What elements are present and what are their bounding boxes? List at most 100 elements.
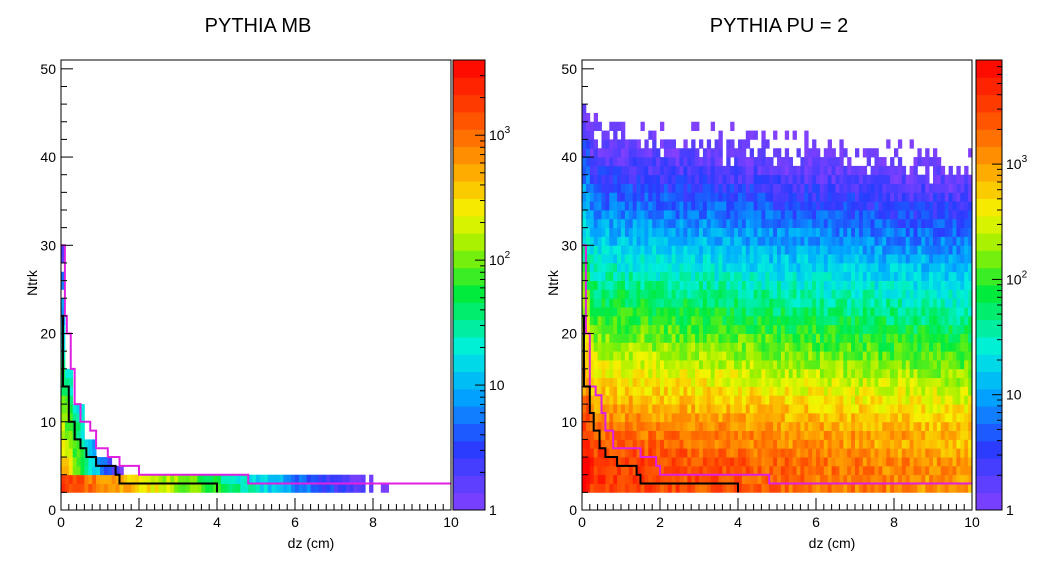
heatmap-cell bbox=[652, 333, 657, 343]
heatmap-cell bbox=[909, 421, 914, 431]
heatmap-cell bbox=[917, 307, 922, 317]
heatmap-cell bbox=[901, 245, 907, 255]
heatmap-cell bbox=[730, 368, 735, 379]
heatmap-cell bbox=[753, 218, 758, 229]
heatmap-cell bbox=[660, 139, 665, 149]
heatmap-cell bbox=[827, 157, 832, 167]
color-scale-band bbox=[976, 492, 1002, 511]
color-scale-band bbox=[976, 146, 1002, 165]
heatmap-cell bbox=[773, 148, 778, 158]
heatmap-cell bbox=[648, 386, 653, 396]
heatmap-cell bbox=[706, 368, 712, 379]
heatmap-cell bbox=[894, 174, 899, 184]
heatmap-cell bbox=[624, 465, 630, 476]
color-scale-band bbox=[453, 475, 485, 494]
heatmap-cell bbox=[800, 315, 805, 326]
heatmap-cell bbox=[835, 157, 840, 167]
heatmap-cell bbox=[337, 483, 343, 493]
heatmap-cell bbox=[897, 315, 903, 326]
heatmap-cell bbox=[621, 165, 626, 176]
heatmap-cell bbox=[894, 280, 899, 290]
heatmap-cell bbox=[960, 201, 965, 211]
heatmap-cell bbox=[714, 262, 719, 273]
heatmap-cell bbox=[605, 289, 610, 299]
heatmap-cell bbox=[956, 342, 961, 352]
heatmap-cell bbox=[652, 245, 657, 255]
color-scale-band bbox=[976, 336, 1002, 355]
heatmap-cell bbox=[72, 412, 77, 423]
heatmap-cell bbox=[652, 236, 657, 246]
heatmap-cell bbox=[862, 474, 868, 484]
heatmap-cell bbox=[675, 333, 680, 343]
heatmap-cell bbox=[683, 315, 688, 326]
heatmap-cell bbox=[617, 342, 622, 352]
heatmap-cell bbox=[679, 474, 684, 484]
heatmap-cell bbox=[734, 368, 739, 379]
heatmap-cell bbox=[894, 421, 899, 431]
heatmap-cell bbox=[652, 218, 657, 229]
heatmap-cell bbox=[61, 298, 66, 308]
heatmap-cell bbox=[61, 439, 66, 449]
heatmap-cell bbox=[858, 333, 864, 343]
heatmap-cell bbox=[353, 474, 358, 484]
heatmap-cell bbox=[150, 483, 155, 493]
heatmap-cell bbox=[695, 412, 700, 423]
heatmap-cell bbox=[816, 448, 821, 458]
heatmap-cell bbox=[61, 483, 66, 493]
heatmap-cell bbox=[761, 430, 766, 440]
heatmap-cell bbox=[585, 254, 591, 264]
heatmap-cell bbox=[812, 483, 817, 493]
heatmap-cell bbox=[823, 227, 829, 237]
heatmap-cell bbox=[909, 386, 914, 396]
heatmap-cell bbox=[189, 474, 194, 484]
heatmap-cell bbox=[831, 245, 836, 255]
heatmap-cell bbox=[718, 227, 723, 237]
heatmap-cell bbox=[909, 474, 914, 484]
heatmap-cell bbox=[905, 465, 910, 476]
heatmap-cell bbox=[804, 218, 809, 229]
heatmap-cell bbox=[827, 368, 832, 379]
heatmap-cell bbox=[597, 227, 602, 237]
heatmap-cell bbox=[831, 430, 836, 440]
heatmap-cell bbox=[933, 404, 938, 414]
heatmap-cell bbox=[702, 360, 708, 370]
heatmap-cell bbox=[960, 474, 965, 484]
y-tick-label: 20 bbox=[40, 326, 56, 342]
heatmap-cell bbox=[593, 395, 598, 405]
heatmap-cell bbox=[671, 210, 676, 220]
heatmap-cell bbox=[929, 201, 934, 211]
color-scale-band bbox=[453, 129, 485, 148]
heatmap-cell bbox=[597, 218, 602, 229]
y-tick-label: 50 bbox=[40, 61, 56, 77]
heatmap-cell bbox=[734, 360, 739, 370]
heatmap-cell bbox=[714, 236, 719, 246]
heatmap-cell bbox=[624, 157, 630, 167]
heatmap-cell bbox=[933, 236, 938, 246]
heatmap-cell bbox=[948, 395, 953, 405]
heatmap-cell bbox=[749, 368, 754, 379]
heatmap-cell bbox=[936, 360, 942, 370]
heatmap-cell bbox=[886, 227, 891, 237]
heatmap-cell bbox=[812, 412, 817, 423]
heatmap-cell bbox=[796, 289, 801, 299]
heatmap-cell bbox=[761, 183, 766, 193]
heatmap-cell bbox=[843, 483, 848, 493]
heatmap-cell bbox=[652, 474, 657, 484]
heatmap-cell bbox=[632, 386, 637, 396]
heatmap-cell bbox=[718, 404, 723, 414]
heatmap-cell bbox=[917, 439, 922, 449]
heatmap-cell bbox=[68, 412, 74, 423]
heatmap-cell bbox=[804, 262, 809, 273]
heatmap-cell bbox=[769, 395, 774, 405]
heatmap-cell bbox=[792, 360, 797, 370]
heatmap-cell bbox=[800, 333, 805, 343]
heatmap-cell bbox=[870, 245, 875, 255]
heatmap-cell bbox=[683, 404, 688, 414]
heatmap-cell bbox=[780, 192, 786, 202]
heatmap-cell bbox=[839, 430, 844, 440]
heatmap-cell bbox=[695, 333, 700, 343]
heatmap-cell bbox=[745, 360, 751, 370]
heatmap-cell bbox=[683, 254, 688, 264]
heatmap-cell bbox=[64, 439, 70, 449]
heatmap-cell bbox=[964, 245, 969, 255]
